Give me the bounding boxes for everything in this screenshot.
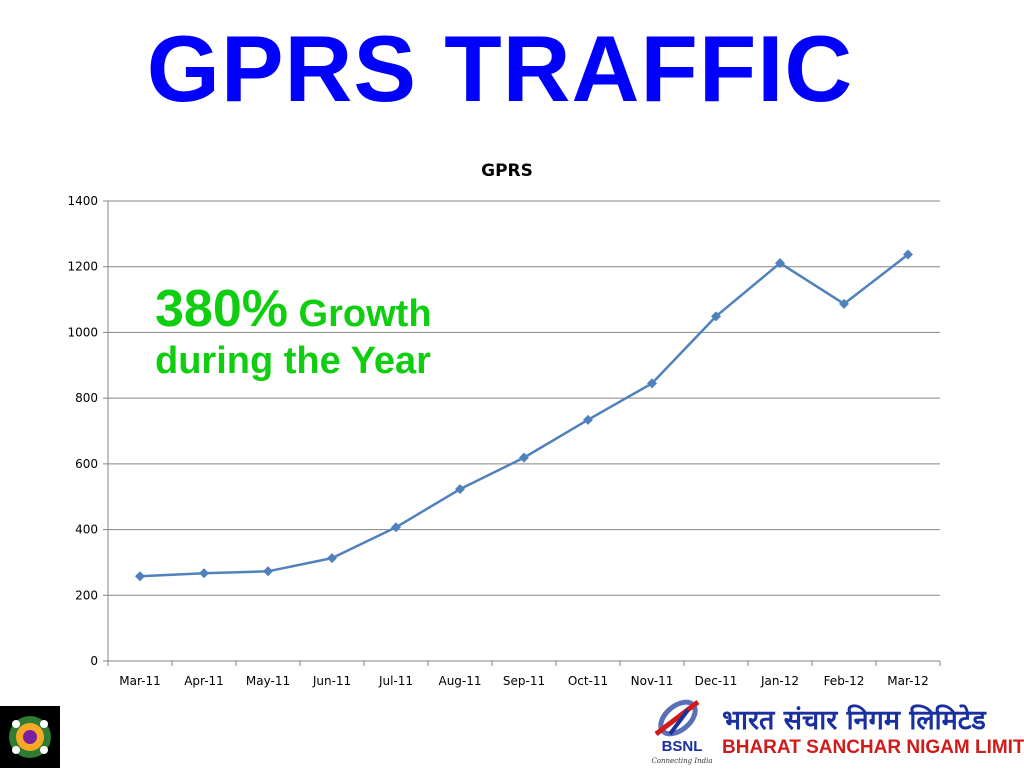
data-point-May-11 bbox=[263, 566, 273, 577]
bsnl-tagline: Connecting India bbox=[651, 757, 712, 765]
x-tick-label: Feb-12 bbox=[824, 674, 865, 688]
data-point-Nov-11 bbox=[647, 378, 657, 389]
series-markers bbox=[135, 249, 913, 582]
growth-label: Growth bbox=[288, 293, 432, 335]
x-tick-label: Sep-11 bbox=[503, 674, 545, 688]
x-tick-label: Oct-11 bbox=[568, 674, 608, 688]
gridlines bbox=[108, 200, 940, 662]
data-point-Aug-11 bbox=[455, 484, 465, 495]
y-tick-label: 200 bbox=[75, 588, 98, 602]
decorative-logo bbox=[0, 706, 60, 768]
chart-title: GPRS bbox=[481, 161, 533, 181]
data-point-Mar-11 bbox=[135, 571, 145, 582]
data-point-Sep-11 bbox=[519, 452, 529, 463]
y-tick-label: 800 bbox=[75, 391, 98, 405]
x-tick-label: May-11 bbox=[246, 674, 290, 688]
x-tick-label: Apr-11 bbox=[184, 674, 224, 688]
data-point-Apr-11 bbox=[199, 568, 209, 579]
growth-percent: 380% bbox=[155, 280, 288, 338]
x-tick-label: Jun-11 bbox=[312, 674, 351, 688]
y-tick-label: 1400 bbox=[67, 194, 98, 208]
data-point-Jun-11 bbox=[327, 553, 337, 564]
line-chart: GPRS 0 200 400 600 800 1000 1200 1400 Mar-11 Apr… bbox=[67, 161, 941, 688]
y-tick-label: 600 bbox=[75, 457, 98, 471]
x-tick-label: Jan-12 bbox=[760, 674, 799, 688]
data-point-Oct-11 bbox=[583, 414, 593, 425]
x-tick-label: Jul-11 bbox=[378, 674, 413, 688]
y-tick-label: 1000 bbox=[67, 325, 98, 339]
data-point-Jul-11 bbox=[391, 522, 401, 533]
y-tick-label: 0 bbox=[90, 654, 98, 668]
x-tick-label: Dec-11 bbox=[695, 674, 738, 688]
org-name-english: BHARAT SANCHAR NIGAM LIMITED bbox=[722, 737, 1024, 758]
x-tick-label: Nov-11 bbox=[631, 674, 674, 688]
data-point-Dec-11 bbox=[711, 311, 721, 322]
data-point-Jan-12 bbox=[775, 258, 785, 269]
slide-title: GPRS TRAFFIC bbox=[146, 16, 854, 121]
x-tick-label: Mar-11 bbox=[119, 674, 160, 688]
bsnl-logo-text: BSNL bbox=[662, 738, 703, 755]
data-point-Feb-12 bbox=[839, 298, 849, 309]
org-name-hindi: भारत संचार निगम लिमिटेड bbox=[722, 705, 986, 736]
x-tick-label: Aug-11 bbox=[438, 674, 481, 688]
y-tick-label: 400 bbox=[75, 523, 98, 537]
y-tick-label: 1200 bbox=[67, 260, 98, 274]
data-point-Mar-12 bbox=[903, 249, 913, 260]
x-axis: Mar-11 Apr-11 May-11 Jun-11 Jul-11 Aug-11 Sep-… bbox=[107, 661, 941, 688]
growth-period: during the Year bbox=[155, 339, 431, 382]
emblem-icon bbox=[9, 716, 51, 758]
y-axis: 0 200 400 600 800 1000 1200 1400 bbox=[67, 194, 109, 668]
x-tick-label: Mar-12 bbox=[887, 674, 928, 688]
growth-callout: 380% Growth during the Year bbox=[155, 280, 432, 383]
bsnl-logo-icon: BSNL Connecting India bbox=[651, 699, 713, 765]
